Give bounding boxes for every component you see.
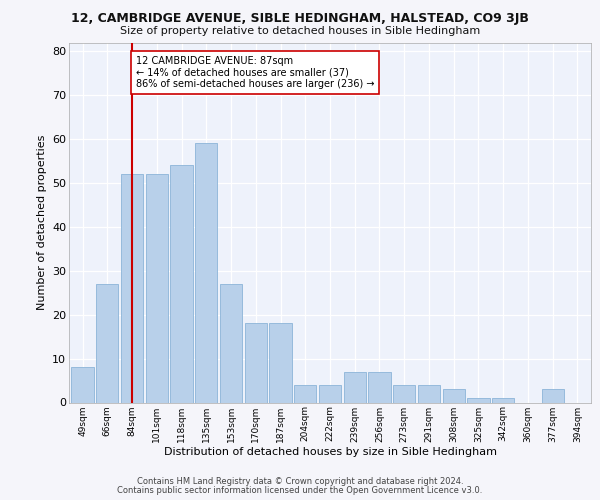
- Text: Contains HM Land Registry data © Crown copyright and database right 2024.: Contains HM Land Registry data © Crown c…: [137, 477, 463, 486]
- Bar: [294, 385, 316, 402]
- Bar: [220, 284, 242, 403]
- Bar: [443, 390, 465, 402]
- Bar: [71, 368, 94, 402]
- Bar: [467, 398, 490, 402]
- Text: 12 CAMBRIDGE AVENUE: 87sqm
← 14% of detached houses are smaller (37)
86% of semi: 12 CAMBRIDGE AVENUE: 87sqm ← 14% of deta…: [136, 56, 374, 89]
- Bar: [418, 385, 440, 402]
- X-axis label: Distribution of detached houses by size in Sible Hedingham: Distribution of detached houses by size …: [163, 447, 497, 457]
- Text: Contains public sector information licensed under the Open Government Licence v3: Contains public sector information licen…: [118, 486, 482, 495]
- Bar: [146, 174, 168, 402]
- Bar: [269, 324, 292, 402]
- Bar: [96, 284, 118, 403]
- Bar: [245, 324, 267, 402]
- Bar: [319, 385, 341, 402]
- Bar: [393, 385, 415, 402]
- Bar: [492, 398, 514, 402]
- Bar: [368, 372, 391, 402]
- Text: Size of property relative to detached houses in Sible Hedingham: Size of property relative to detached ho…: [120, 26, 480, 36]
- Bar: [542, 390, 564, 402]
- Bar: [195, 144, 217, 402]
- Bar: [170, 166, 193, 402]
- Y-axis label: Number of detached properties: Number of detached properties: [37, 135, 47, 310]
- Text: 12, CAMBRIDGE AVENUE, SIBLE HEDINGHAM, HALSTEAD, CO9 3JB: 12, CAMBRIDGE AVENUE, SIBLE HEDINGHAM, H…: [71, 12, 529, 25]
- Bar: [121, 174, 143, 402]
- Bar: [344, 372, 366, 402]
